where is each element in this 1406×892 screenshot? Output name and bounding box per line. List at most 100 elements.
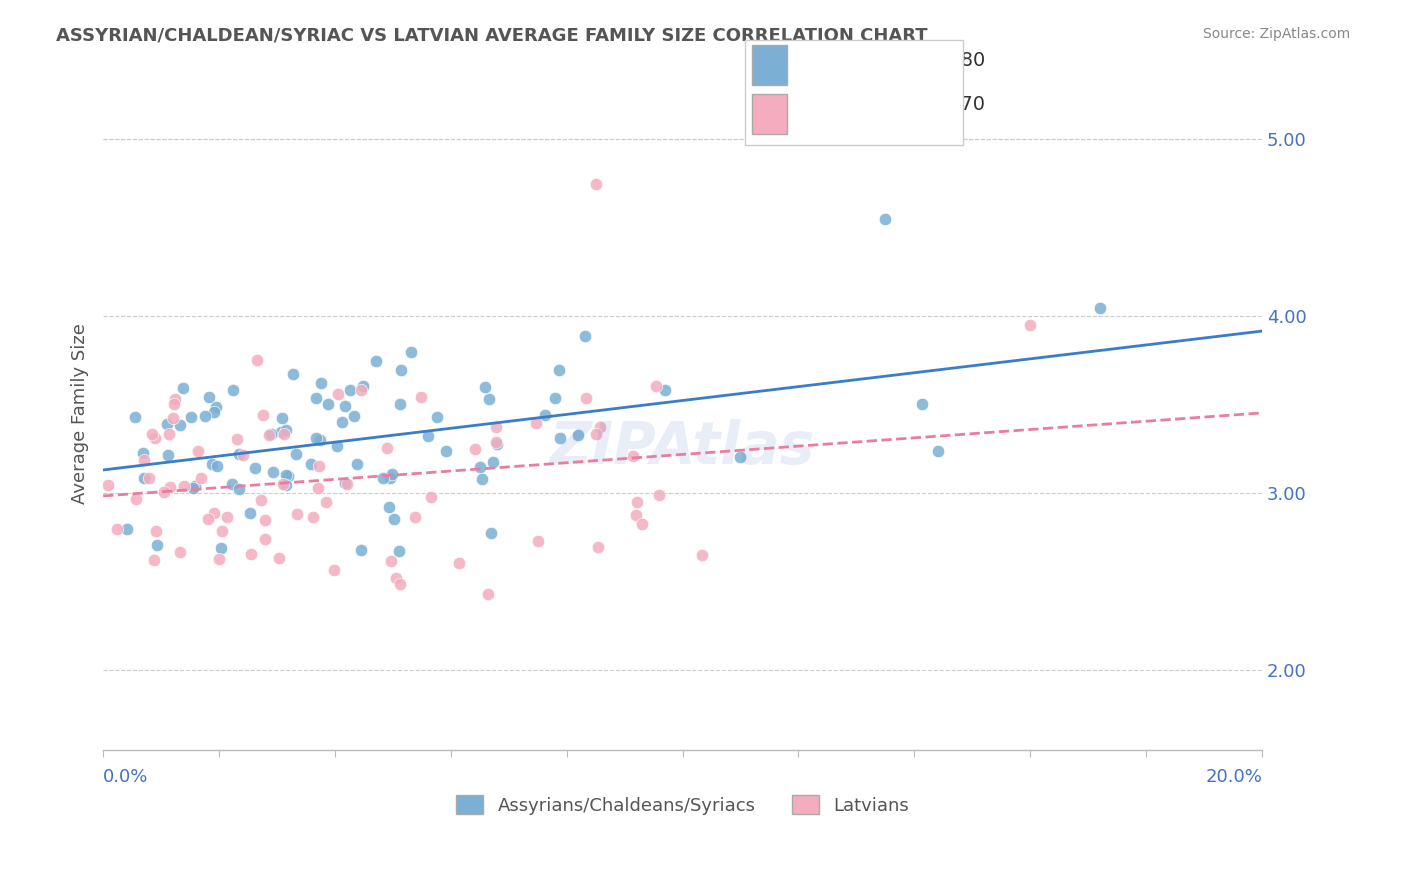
Point xyxy=(232,448,254,462)
Point xyxy=(352,378,374,392)
Point xyxy=(270,425,292,439)
Point xyxy=(165,392,187,406)
Point xyxy=(180,409,202,424)
Point xyxy=(486,437,509,451)
Point xyxy=(276,467,298,482)
Point xyxy=(201,458,224,472)
Point xyxy=(380,554,402,568)
Point xyxy=(647,488,669,502)
Point xyxy=(184,479,207,493)
Point xyxy=(202,405,225,419)
Point xyxy=(211,524,233,538)
Point xyxy=(194,409,217,424)
Point xyxy=(281,368,304,382)
Point xyxy=(426,410,449,425)
Point xyxy=(305,431,328,445)
Point xyxy=(156,417,179,431)
Point xyxy=(276,423,298,437)
Point xyxy=(385,571,408,585)
Point xyxy=(875,212,897,227)
Text: ZIPAtlas: ZIPAtlas xyxy=(550,419,815,476)
Point xyxy=(471,472,494,486)
Point xyxy=(468,459,491,474)
Point xyxy=(221,477,243,491)
Point xyxy=(524,417,547,431)
Point xyxy=(589,420,612,434)
Point xyxy=(654,384,676,398)
Point xyxy=(198,390,221,404)
Point xyxy=(333,475,356,490)
Point xyxy=(222,383,245,397)
Point xyxy=(305,391,328,405)
Point xyxy=(478,392,501,406)
Point xyxy=(267,551,290,566)
Point xyxy=(181,481,204,495)
Text: 0.188: 0.188 xyxy=(837,51,893,70)
Point xyxy=(239,547,262,561)
Point xyxy=(375,441,398,455)
Point xyxy=(209,541,232,555)
Point xyxy=(204,400,226,414)
Point xyxy=(169,545,191,559)
Point xyxy=(927,444,949,458)
Point xyxy=(271,477,294,491)
Point xyxy=(574,329,596,343)
Point xyxy=(910,396,932,410)
Point xyxy=(273,427,295,442)
Text: ASSYRIAN/CHALDEAN/SYRIAC VS LATVIAN AVERAGE FAMILY SIZE CORRELATION CHART: ASSYRIAN/CHALDEAN/SYRIAC VS LATVIAN AVER… xyxy=(56,27,928,45)
Text: Source: ZipAtlas.com: Source: ZipAtlas.com xyxy=(1202,27,1350,41)
Point xyxy=(309,376,332,390)
Legend: Assyrians/Chaldeans/Syriacs, Latvians: Assyrians/Chaldeans/Syriacs, Latvians xyxy=(449,788,917,822)
Point xyxy=(143,431,166,445)
Point xyxy=(124,410,146,425)
Point xyxy=(389,577,412,591)
Point xyxy=(277,468,299,483)
Point xyxy=(138,470,160,484)
Point xyxy=(325,439,347,453)
Point xyxy=(449,556,471,570)
Point xyxy=(159,480,181,494)
Point xyxy=(146,538,169,552)
Point xyxy=(276,478,298,492)
Point xyxy=(350,384,373,398)
Point xyxy=(481,525,503,540)
Text: N =: N = xyxy=(879,51,941,70)
Point xyxy=(416,429,439,443)
Point xyxy=(690,548,713,562)
Point xyxy=(253,532,276,546)
Point xyxy=(299,457,322,471)
Point xyxy=(645,379,668,393)
Point xyxy=(350,542,373,557)
Point xyxy=(326,387,349,401)
Point xyxy=(346,457,368,471)
Point xyxy=(153,485,176,500)
Text: R =  0.070   N = 70: R = 0.070 N = 70 xyxy=(794,95,986,114)
Point xyxy=(187,444,209,458)
Point xyxy=(197,512,219,526)
Text: 20.0%: 20.0% xyxy=(1205,768,1263,786)
Y-axis label: Average Family Size: Average Family Size xyxy=(72,323,89,504)
Point xyxy=(482,454,505,468)
Point xyxy=(145,524,167,538)
Point xyxy=(409,391,432,405)
Point xyxy=(382,512,405,526)
Point xyxy=(243,460,266,475)
Text: 0.0%: 0.0% xyxy=(103,768,149,786)
Point xyxy=(163,397,186,411)
Point xyxy=(378,500,401,514)
Point xyxy=(335,399,357,413)
Point xyxy=(307,481,329,495)
Point xyxy=(169,418,191,433)
Point xyxy=(434,444,457,458)
Point xyxy=(285,507,308,521)
Point xyxy=(173,479,195,493)
Point xyxy=(477,587,499,601)
Text: R =: R = xyxy=(794,95,844,114)
Point xyxy=(631,517,654,532)
Point xyxy=(259,427,281,442)
Text: R =: R = xyxy=(794,51,844,70)
Point xyxy=(308,458,330,473)
Point xyxy=(284,447,307,461)
Point xyxy=(156,449,179,463)
Point xyxy=(420,490,443,504)
